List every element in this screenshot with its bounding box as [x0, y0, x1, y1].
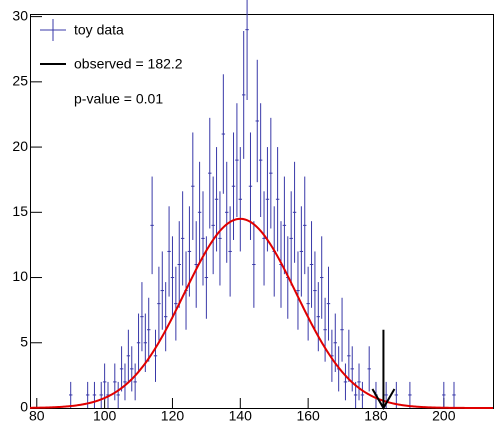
fit-curve	[29, 217, 494, 409]
y-tick-label: 30	[12, 7, 28, 23]
x-tick-label: 80	[29, 408, 45, 424]
y-tick-label: 20	[12, 138, 28, 154]
arrow-head	[371, 388, 396, 410]
y-tick-label: 5	[20, 333, 28, 349]
x-tick-label: 200	[432, 408, 456, 424]
legend-label: toy data	[74, 22, 124, 38]
x-tick-label: 160	[296, 408, 320, 424]
frame	[30, 14, 494, 409]
x-tick-label: 140	[229, 408, 253, 424]
y-tick-label: 25	[12, 73, 28, 89]
y-tick-label: 15	[12, 203, 28, 219]
legend: toy data observed = 182.2 p-value = 0.01	[40, 19, 183, 107]
y-tick-label: 0	[20, 399, 28, 415]
x-tick-label: 180	[364, 408, 388, 424]
legend-label: observed = 182.2	[74, 56, 183, 72]
y-tick-label: 10	[12, 268, 28, 284]
x-tick-label: 120	[161, 408, 185, 424]
annotation: p-value = 0.01	[74, 91, 163, 107]
x-tick-label: 100	[93, 408, 117, 424]
